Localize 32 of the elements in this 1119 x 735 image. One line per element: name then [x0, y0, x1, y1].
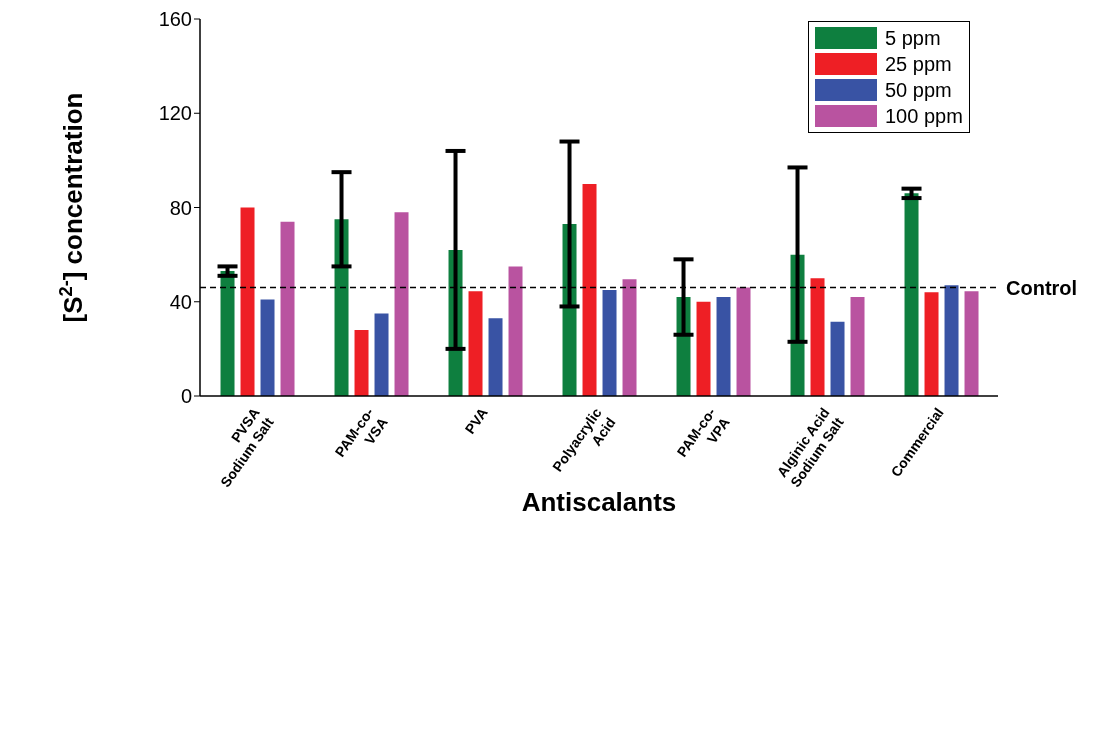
bar: [280, 221, 295, 396]
y-tick-label: 160: [158, 8, 192, 31]
bar: [240, 207, 255, 396]
legend-label: 50 ppm: [885, 78, 952, 102]
bar: [394, 212, 409, 396]
bar: [602, 289, 617, 396]
bar: [964, 291, 979, 396]
x-axis-title: Antiscalants: [521, 487, 677, 518]
legend-label: 5 ppm: [885, 26, 941, 50]
y-tick-label: 80: [169, 196, 192, 219]
bar: [810, 278, 825, 396]
bar: [508, 266, 523, 396]
bar: [354, 330, 369, 396]
y-tick-label: 40: [169, 290, 192, 313]
bar: [582, 183, 597, 396]
bar: [488, 318, 503, 396]
legend-label: 100 ppm: [885, 104, 963, 128]
ref-line-label: Control: [1006, 276, 1078, 299]
bar: [850, 297, 865, 396]
bar: [374, 313, 389, 396]
y-tick-label: 0: [180, 385, 192, 408]
bar: [716, 297, 731, 396]
bar: [696, 301, 711, 396]
bar: [622, 279, 637, 396]
bar: [736, 287, 751, 396]
bar: [468, 291, 483, 396]
bar: [924, 292, 939, 396]
y-tick-label: 120: [158, 102, 192, 125]
bar: [260, 299, 275, 396]
bar: [830, 321, 845, 396]
legend-label: 25 ppm: [885, 52, 952, 76]
bar: [944, 285, 959, 396]
